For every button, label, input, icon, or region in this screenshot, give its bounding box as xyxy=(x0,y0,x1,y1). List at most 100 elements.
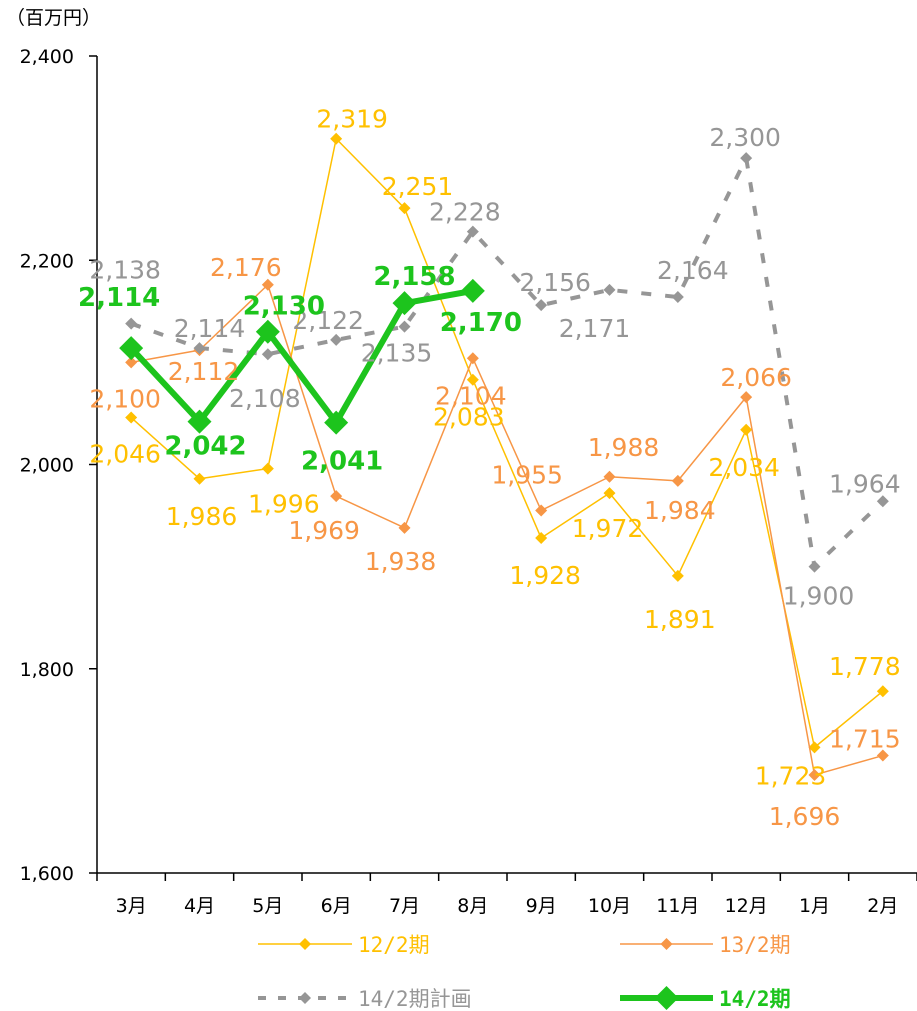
data-point xyxy=(535,299,548,312)
data-point xyxy=(392,291,417,316)
data-label: 1,938 xyxy=(365,547,437,576)
data-label: 2,319 xyxy=(316,105,388,134)
data-point xyxy=(187,409,212,434)
data-point xyxy=(466,352,479,365)
data-point xyxy=(261,462,274,475)
series-2 xyxy=(125,278,889,781)
data-label: 2,228 xyxy=(429,198,501,227)
data-point xyxy=(876,685,889,698)
data-label: 2,108 xyxy=(229,384,301,413)
data-point xyxy=(671,474,684,487)
series-3 xyxy=(125,152,889,573)
legend-label: 13/2期 xyxy=(719,933,791,957)
series-line xyxy=(130,156,885,569)
data-label: 2,158 xyxy=(373,262,455,292)
legend-item-4: 14/2期 xyxy=(620,986,791,1011)
series-line xyxy=(131,284,884,776)
data-label: 2,034 xyxy=(708,453,780,482)
legend-label: 12/2期 xyxy=(358,933,430,957)
data-point xyxy=(125,411,138,424)
data-point xyxy=(740,391,753,404)
data-point xyxy=(125,356,138,369)
data-label: 1,723 xyxy=(755,761,827,790)
data-point xyxy=(671,291,684,304)
data-label: 2,251 xyxy=(382,172,454,201)
series-4 xyxy=(119,278,485,435)
data-label: 1,891 xyxy=(644,605,716,634)
data-label: 2,130 xyxy=(243,292,325,322)
data-label: 1,696 xyxy=(769,802,841,831)
data-point xyxy=(193,342,206,355)
y-tick-label: 1,600 xyxy=(20,863,74,885)
x-tick-label: 2月 xyxy=(867,895,898,917)
legend-label: 14/2期計画 xyxy=(358,987,472,1011)
data-point xyxy=(119,336,144,361)
data-label: 2,114 xyxy=(174,314,246,343)
series-3-labels: 2,138 2,114 2,108 2,122 2,135 2,228 2,156 2,171… xyxy=(89,123,900,611)
x-tick-label: 6月 xyxy=(321,895,352,917)
data-point xyxy=(261,278,274,291)
data-point xyxy=(740,423,753,436)
data-point xyxy=(193,472,206,485)
x-tick-label: 12月 xyxy=(725,895,768,917)
series-line xyxy=(128,287,474,426)
x-tick-label: 3月 xyxy=(116,895,147,917)
data-point xyxy=(876,495,889,508)
data-label: 2,135 xyxy=(361,339,433,368)
x-tick-label: 5月 xyxy=(252,895,283,917)
y-tick-label: 2,400 xyxy=(20,46,74,68)
x-tick-label: 11月 xyxy=(656,895,699,917)
data-label: 1,988 xyxy=(588,433,660,462)
x-tick-label: 8月 xyxy=(457,895,488,917)
data-label: 2,114 xyxy=(78,283,160,313)
data-label: 2,164 xyxy=(657,256,729,285)
data-label: 2,112 xyxy=(168,357,240,386)
data-point xyxy=(535,504,548,517)
data-point xyxy=(876,749,889,762)
data-point xyxy=(330,132,343,145)
data-point xyxy=(398,202,411,215)
data-point xyxy=(460,278,485,303)
series-1-labels: 2,046 1,986 1,996 2,319 2,251 2,083 1,928 1,972… xyxy=(89,105,900,791)
legend-item-3: 14/2期計画 xyxy=(258,987,472,1011)
data-label: 2,171 xyxy=(559,314,631,343)
legend-item-1: 12/2期 xyxy=(258,933,430,957)
data-label: 1,778 xyxy=(829,652,901,681)
data-label: 1,969 xyxy=(288,516,360,545)
x-tick-label: 1月 xyxy=(799,895,830,917)
data-label: 1,964 xyxy=(829,469,901,498)
data-label: 2,083 xyxy=(433,403,505,432)
data-point xyxy=(466,225,479,238)
data-label: 2,066 xyxy=(720,363,792,392)
y-tick-label: 1,800 xyxy=(20,659,74,681)
data-label: 2,176 xyxy=(210,253,282,282)
data-point xyxy=(603,487,616,500)
data-point xyxy=(324,410,349,435)
x-tick-label: 4月 xyxy=(184,895,215,917)
data-point xyxy=(808,560,821,573)
legend: 12/2期 13/2期 14/2期計画 14/2期 xyxy=(258,933,791,1011)
data-point xyxy=(603,283,616,296)
data-label: 1,986 xyxy=(166,502,238,531)
data-label: 2,156 xyxy=(519,268,591,297)
data-label: 2,041 xyxy=(301,447,383,477)
data-point xyxy=(398,521,411,534)
legend-swatch-marker xyxy=(660,938,673,950)
data-label: 2,138 xyxy=(89,256,161,285)
data-label: 2,046 xyxy=(89,440,161,469)
data-label: 1,715 xyxy=(829,725,901,754)
data-label: 2,104 xyxy=(435,381,507,410)
unit-label: （百万円） xyxy=(6,7,101,29)
data-label: 1,996 xyxy=(248,490,320,519)
data-label: 1,928 xyxy=(509,561,581,590)
data-point xyxy=(125,317,138,330)
data-point xyxy=(671,569,684,582)
legend-swatch-marker xyxy=(299,938,311,950)
data-point xyxy=(808,741,821,754)
x-tick-label: 10月 xyxy=(588,895,631,917)
legend-item-2: 13/2期 xyxy=(620,933,791,957)
data-point xyxy=(466,373,479,386)
data-label: 2,100 xyxy=(89,384,161,413)
